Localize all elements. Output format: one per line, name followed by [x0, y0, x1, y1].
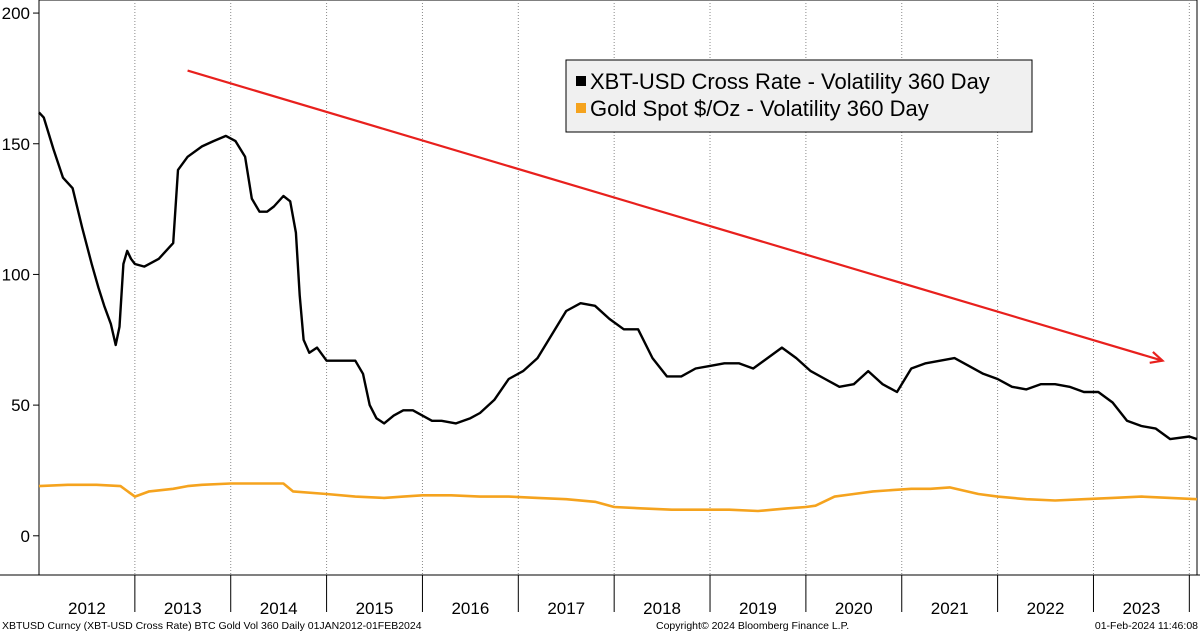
footer-center: Copyright© 2024 Bloomberg Finance L.P.	[656, 620, 849, 632]
year-gridlines	[134, 0, 1190, 612]
x-tick-label-2014: 2014	[260, 599, 298, 618]
series-line-gold-volatility	[38, 482, 1198, 513]
trend-arrow-line	[187, 69, 1163, 362]
y-tick-label-150: 150	[2, 135, 30, 154]
x-tick-label-2019: 2019	[739, 599, 777, 618]
y-tick-label-200: 200	[2, 4, 30, 23]
series-line-xbt-usd-volatility	[38, 111, 1198, 441]
legend-label-gold: Gold Spot $/Oz - Volatility 360 Day	[590, 96, 929, 121]
trend-arrow-head	[1149, 351, 1165, 364]
x-tick-label-2017: 2017	[547, 599, 585, 618]
x-tick-label-2022: 2022	[1027, 599, 1065, 618]
x-tick-label-2023: 2023	[1122, 599, 1160, 618]
y-tick-labels: 0 50 100 150 200	[2, 4, 30, 546]
x-tick-label-2021: 2021	[931, 599, 969, 618]
x-tick-label-2016: 2016	[451, 599, 489, 618]
legend: XBT-USD Cross Rate - Volatility 360 Day …	[565, 59, 1033, 133]
y-tick-label-50: 50	[11, 396, 30, 415]
annotation-layer	[187, 69, 1165, 364]
y-tick-marks	[33, 12, 39, 537]
legend-swatch-xbt	[576, 76, 586, 86]
y-tick-label-100: 100	[2, 265, 30, 284]
x-tick-labels: 2012 2013 2014 2015 2016 2017 2018 2019 2020 2021…	[68, 599, 1160, 618]
legend-box	[565, 59, 1033, 133]
x-tick-label-2015: 2015	[356, 599, 394, 618]
y-tick-label-0: 0	[21, 527, 30, 546]
legend-swatch-gold	[576, 103, 586, 113]
footer-right: 01-Feb-2024 11:46:08	[1095, 620, 1198, 632]
x-tick-label-2012: 2012	[68, 599, 106, 618]
x-tick-label-2020: 2020	[835, 599, 873, 618]
footer-left: XBTUSD Curncy (XBT-USD Cross Rate) BTC G…	[2, 620, 422, 632]
x-tick-label-2018: 2018	[643, 599, 681, 618]
series-layer	[38, 111, 1198, 513]
legend-label-xbt: XBT-USD Cross Rate - Volatility 360 Day	[590, 69, 990, 94]
x-tick-label-2013: 2013	[164, 599, 202, 618]
